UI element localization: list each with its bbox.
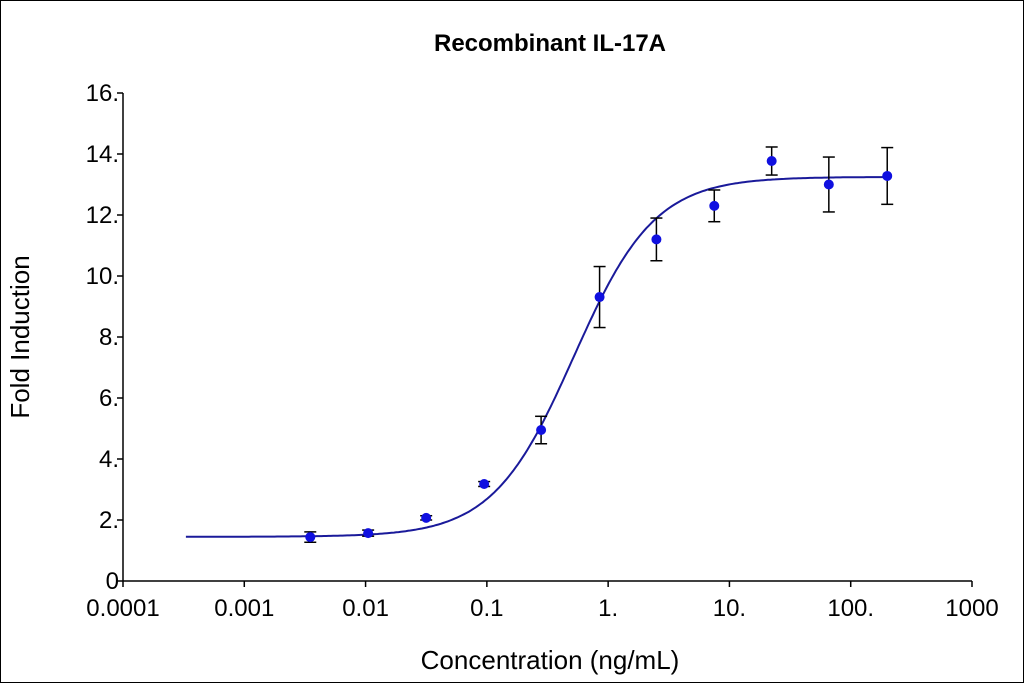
y-axis-label: Fold Induction: [5, 255, 35, 418]
y-tick-label: 10.: [86, 263, 119, 290]
x-tick-label: 0.01: [342, 595, 389, 622]
y-tick-label: 8.: [99, 324, 119, 351]
data-point-group: [822, 156, 835, 213]
y-tick-label: 12.: [86, 202, 119, 229]
data-point: [594, 292, 605, 303]
data-point: [363, 528, 374, 539]
data-point-group: [881, 146, 894, 206]
data-point-group: [765, 146, 778, 176]
data-point-group: [650, 217, 663, 262]
y-tick-label: 2.: [99, 507, 119, 534]
data-point: [823, 179, 834, 190]
data-point: [479, 479, 490, 490]
data-point: [651, 234, 662, 245]
data-point-group: [593, 265, 606, 329]
data-point-group: [362, 528, 375, 539]
data-point: [882, 170, 893, 181]
x-tick-label: 10.: [713, 595, 746, 622]
data-point: [766, 156, 777, 167]
data-point: [709, 200, 720, 211]
data-point: [421, 512, 432, 523]
data-point: [536, 425, 547, 436]
data-point-group: [708, 189, 721, 223]
x-tick-label: 100.: [827, 595, 874, 622]
data-point-group: [420, 512, 433, 523]
x-tick-label: 0.0001: [86, 595, 159, 622]
y-tick-label: 16.: [86, 80, 119, 107]
data-point-group: [535, 415, 548, 445]
x-axis-label: Concentration (ng/mL): [421, 645, 680, 675]
x-tick-label: 1.: [598, 595, 618, 622]
y-tick-label: 0: [106, 568, 119, 595]
data-point: [305, 532, 316, 543]
data-point-group: [478, 479, 491, 490]
y-tick-label: 4.: [99, 446, 119, 473]
chart-title: Recombinant IL-17A: [434, 30, 666, 57]
fit-curve: [185, 176, 888, 538]
y-tick-label: 14.: [86, 141, 119, 168]
data-point-group: [304, 531, 317, 544]
x-tick-label: 0.1: [470, 595, 503, 622]
y-tick-label: 6.: [99, 385, 119, 412]
x-tick-label: 1000: [945, 595, 998, 622]
x-tick-label: 0.001: [214, 595, 274, 622]
